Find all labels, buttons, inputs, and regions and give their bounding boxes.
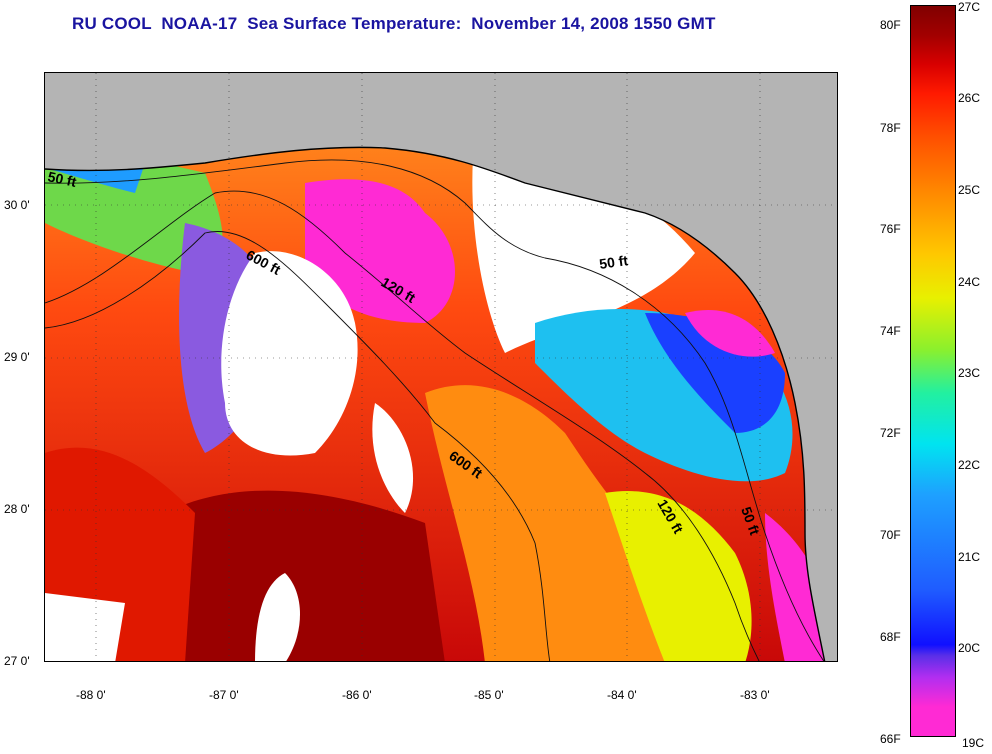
- colorbar-f-label: 80F: [880, 18, 901, 32]
- lat-tick-label: 30 0': [4, 198, 30, 212]
- colorbar-c-label: 24C: [958, 275, 981, 289]
- cloud-south: [255, 573, 300, 661]
- contour-120ft: [45, 190, 760, 661]
- colorbar-f-label: 70F: [880, 528, 901, 542]
- lon-tick-label: -88 0': [76, 688, 106, 702]
- colorbar-c-label: 26C: [958, 91, 981, 105]
- colorbar-f-label: 68F: [880, 630, 901, 644]
- lon-tick-label: -83 0': [740, 688, 770, 702]
- land-mass: [45, 73, 837, 661]
- lat-tick-label: 28 0': [4, 502, 30, 516]
- cloud-cover-northeast: [472, 133, 695, 353]
- contour-50ft: [45, 159, 825, 661]
- temperature-colorbar: [910, 5, 956, 737]
- colorbar-f-label: 74F: [880, 324, 901, 338]
- colorbar-c-label: 22C: [958, 458, 981, 472]
- contour-label-50ft-west: 50 ft: [46, 168, 78, 190]
- lon-tick-label: -84 0': [607, 688, 637, 702]
- colorbar-c-label: 19C: [962, 736, 985, 750]
- map-title: RU COOL NOAA-17 Sea Surface Temperature:…: [72, 14, 716, 33]
- colorbar-c-label: 20C: [958, 641, 981, 655]
- colorbar-c-label: 25C: [958, 183, 981, 197]
- lon-tick-label: -85 0': [474, 688, 504, 702]
- hot-water-region: [145, 490, 445, 661]
- colorbar-f-label: 78F: [880, 121, 901, 135]
- colorbar-c-label: 23C: [958, 366, 981, 380]
- colorbar-c-label: 27C: [958, 0, 981, 14]
- colorbar-f-label: 76F: [880, 222, 901, 236]
- cloud-southwest: [45, 593, 125, 661]
- contour-600ft: [45, 231, 551, 661]
- colorbar-c-label: 21C: [958, 550, 981, 564]
- sst-map-canvas: 50 ft 600 ft 120 ft 50 ft 600 ft 120 ft …: [45, 73, 837, 661]
- warm-nearshore-south: [605, 491, 752, 661]
- contour-label-50ft-east: 50 ft: [598, 252, 629, 272]
- cold-water-panhandle: [305, 179, 455, 323]
- cloud-patch: [372, 403, 414, 513]
- colorbar-f-label: 66F: [880, 732, 901, 746]
- cloud-cover-center: [221, 251, 358, 456]
- sst-map: 50 ft 600 ft 120 ft 50 ft 600 ft 120 ft …: [44, 72, 838, 662]
- lon-tick-label: -87 0': [209, 688, 239, 702]
- lon-tick-label: -86 0': [342, 688, 372, 702]
- magenta-bigbend: [685, 309, 775, 357]
- lat-tick-label: 29 0': [4, 350, 30, 364]
- coastline: [45, 146, 826, 661]
- graticule: [45, 73, 837, 661]
- lat-tick-label: 27 0': [4, 654, 30, 668]
- colorbar-f-label: 72F: [880, 426, 901, 440]
